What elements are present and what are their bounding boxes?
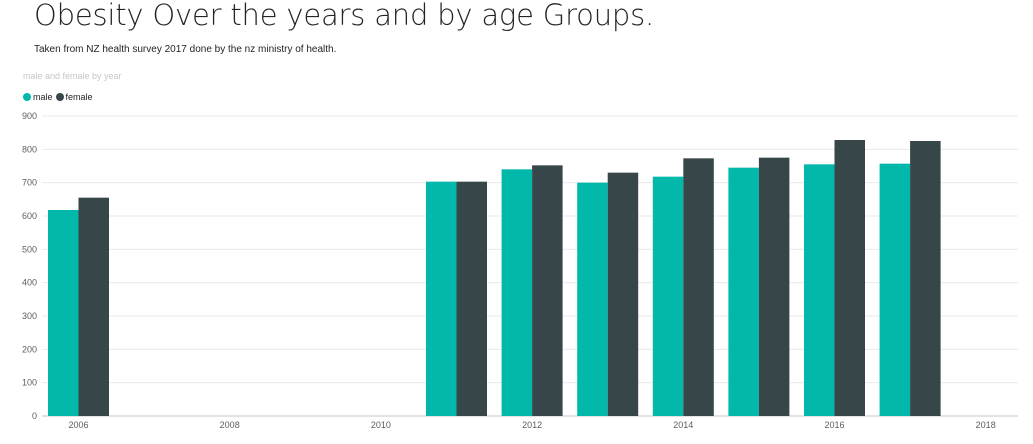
chart-legend: male female	[23, 92, 96, 102]
x-tick-label-2014: 2014	[673, 420, 693, 430]
bar-male-2006[interactable]	[48, 210, 79, 416]
chart-title: male and female by year	[23, 71, 122, 81]
bar-female-2013[interactable]	[607, 172, 639, 416]
bar-male-2014[interactable]	[652, 176, 684, 416]
bar-female-2011[interactable]	[456, 181, 488, 416]
y-tick-label-300: 300	[22, 311, 37, 321]
x-tick-label-2008: 2008	[220, 420, 240, 430]
page-subtitle: Taken from NZ health survey 2017 done by…	[34, 44, 337, 55]
x-tick-label-2010: 2010	[371, 420, 391, 430]
bar-female-2017[interactable]	[910, 141, 941, 416]
page-title: Obesity Over the years and by age Groups…	[34, 0, 655, 32]
y-tick-label-900: 900	[22, 111, 37, 121]
bar-female-2014[interactable]	[683, 158, 714, 417]
y-tick-label-200: 200	[22, 344, 37, 354]
legend-label-female: female	[65, 92, 93, 102]
y-tick-label-800: 800	[22, 144, 37, 154]
y-tick-label-500: 500	[22, 244, 37, 254]
legend-label-male: male	[33, 92, 53, 102]
bar-male-2013[interactable]	[577, 182, 608, 416]
legend-item-male[interactable]: male	[23, 92, 53, 102]
legend-item-female[interactable]: female	[55, 92, 93, 102]
legend-marker-male	[23, 93, 31, 101]
y-tick-label-0: 0	[32, 411, 37, 421]
bar-female-2006[interactable]	[78, 197, 110, 416]
bar-male-2012[interactable]	[501, 169, 533, 416]
bar-female-2012[interactable]	[532, 165, 563, 416]
y-tick-label-100: 100	[22, 378, 37, 388]
y-tick-label-600: 600	[22, 211, 37, 221]
x-tick-label-2012: 2012	[522, 420, 542, 430]
x-tick-label-2006: 2006	[68, 420, 88, 430]
bar-female-2015[interactable]	[758, 157, 790, 416]
y-tick-label-700: 700	[22, 178, 37, 188]
x-tick-label-2016: 2016	[824, 420, 844, 430]
bar-male-2017[interactable]	[879, 163, 911, 416]
bar-male-2011[interactable]	[426, 181, 457, 416]
bar-male-2015[interactable]	[728, 167, 759, 416]
bar-male-2016[interactable]	[804, 164, 835, 416]
bar-female-2016[interactable]	[834, 140, 866, 416]
y-tick-label-400: 400	[22, 278, 37, 288]
x-tick-label-2018: 2018	[976, 420, 996, 430]
legend-marker-female	[55, 93, 64, 101]
